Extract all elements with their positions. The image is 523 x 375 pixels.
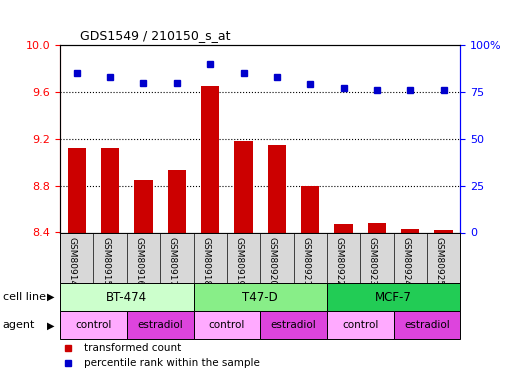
Text: GSM80922: GSM80922	[335, 237, 344, 285]
Bar	[401, 229, 419, 232]
Bar	[194, 311, 260, 339]
Bar	[394, 311, 460, 339]
Bar	[101, 148, 119, 232]
Text: MCF-7: MCF-7	[375, 291, 412, 304]
Text: GSM80920: GSM80920	[268, 237, 277, 286]
Text: GSM80919: GSM80919	[234, 237, 244, 286]
Text: estradiol: estradiol	[271, 320, 316, 330]
Bar	[67, 148, 86, 232]
Text: GSM80921: GSM80921	[301, 237, 310, 286]
Bar	[301, 186, 320, 232]
Bar	[194, 283, 327, 311]
Bar	[134, 180, 153, 232]
Text: estradiol: estradiol	[404, 320, 450, 330]
Text: GSM80925: GSM80925	[435, 237, 444, 286]
Text: GSM80924: GSM80924	[401, 237, 410, 285]
Bar	[435, 230, 453, 232]
Text: cell line: cell line	[3, 292, 46, 302]
Text: control: control	[342, 320, 379, 330]
Bar	[268, 145, 286, 232]
Text: agent: agent	[3, 320, 35, 330]
Text: ▶: ▶	[48, 292, 55, 302]
Bar	[327, 283, 460, 311]
Bar	[201, 86, 219, 232]
Bar	[127, 311, 194, 339]
Text: percentile rank within the sample: percentile rank within the sample	[84, 358, 260, 368]
Text: BT-474: BT-474	[106, 291, 147, 304]
Bar	[60, 283, 194, 311]
Text: control: control	[209, 320, 245, 330]
Text: GSM80923: GSM80923	[368, 237, 377, 286]
Text: control: control	[75, 320, 112, 330]
Text: GDS1549 / 210150_s_at: GDS1549 / 210150_s_at	[80, 30, 231, 42]
Bar	[260, 311, 327, 339]
Text: GSM80915: GSM80915	[101, 237, 110, 286]
Bar	[327, 311, 393, 339]
Bar	[234, 141, 253, 232]
Text: T47-D: T47-D	[242, 291, 278, 304]
Text: GSM80917: GSM80917	[168, 237, 177, 286]
Text: GSM80914: GSM80914	[68, 237, 77, 286]
Text: GSM80918: GSM80918	[201, 237, 210, 286]
Text: estradiol: estradiol	[138, 320, 183, 330]
Bar	[168, 170, 186, 232]
Bar	[368, 223, 386, 232]
Bar	[334, 224, 353, 232]
Text: ▶: ▶	[48, 320, 55, 330]
Text: transformed count: transformed count	[84, 343, 181, 353]
Text: GSM80916: GSM80916	[134, 237, 143, 286]
Bar	[60, 311, 127, 339]
